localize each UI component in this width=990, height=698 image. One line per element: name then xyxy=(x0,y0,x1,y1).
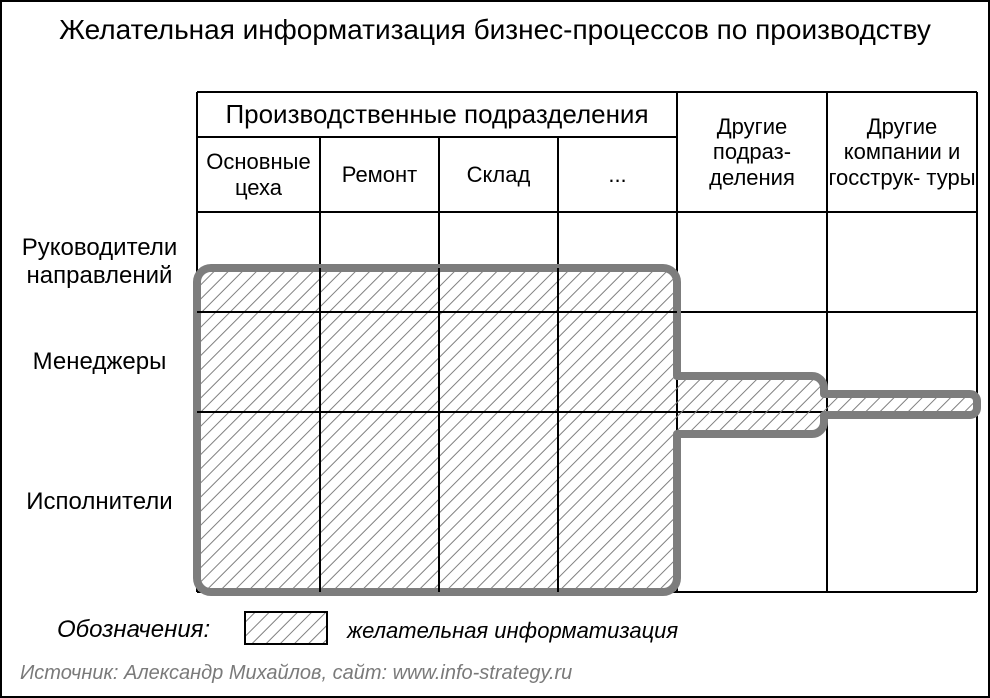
header-group-production-text: Производственные подразделения xyxy=(225,100,648,130)
header-sub-warehouse: Склад xyxy=(439,137,558,212)
header-group-production: Производственные подразделения xyxy=(197,92,677,137)
row-label-managers: Менеджеры xyxy=(2,312,197,412)
row-label-executors: Исполнители xyxy=(2,412,197,592)
header-sub-repair: Ремонт xyxy=(320,137,439,212)
header-sub-main-workshops: Основные цеха xyxy=(197,137,320,212)
diagram-frame: Желательная информатизация бизнес-процес… xyxy=(0,0,990,698)
legend-item-text: желательная информатизация xyxy=(347,618,678,644)
source-citation: Источник: Александр Михайлов, сайт: www.… xyxy=(20,662,572,685)
row-label-directors: Руководители направлений xyxy=(2,212,197,312)
header-group-other-depts: Другие подраз- деления xyxy=(677,92,827,212)
legend-title: Обозначения: xyxy=(57,616,210,644)
header-group-other-companies: Другие компании и госструк- туры xyxy=(827,92,977,212)
header-sub-ellipsis: ... xyxy=(558,137,677,212)
